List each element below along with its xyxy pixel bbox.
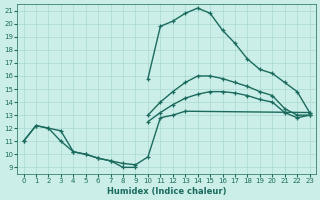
X-axis label: Humidex (Indice chaleur): Humidex (Indice chaleur) — [107, 187, 226, 196]
